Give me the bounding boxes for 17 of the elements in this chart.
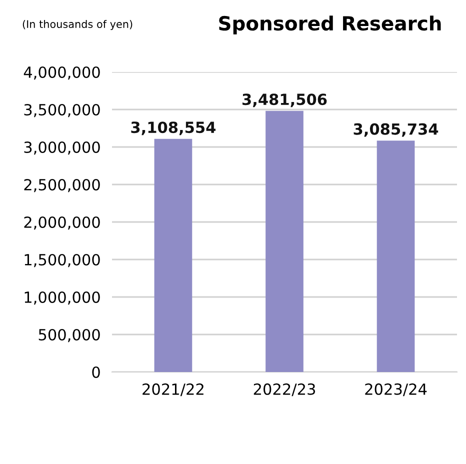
data-label: 3,481,506 bbox=[242, 94, 327, 108]
x-tick-label: 2021/22 bbox=[142, 383, 204, 396]
x-tick-label: 2022/23 bbox=[254, 383, 316, 396]
y-tick-label: 3,000,000 bbox=[24, 141, 100, 155]
y-tick-label: 1,000,000 bbox=[24, 291, 100, 305]
y-tick-label: 3,500,000 bbox=[24, 104, 100, 118]
y-tick-label: 0 bbox=[92, 366, 100, 378]
y-tick-label: 1,500,000 bbox=[24, 254, 100, 268]
text: (In thousands of yen) bbox=[22, 20, 132, 30]
data-label: 3,085,734 bbox=[354, 123, 438, 137]
data-label: 3,108,554 bbox=[131, 122, 216, 136]
x-tick-label: 2023/24 bbox=[365, 383, 427, 396]
y-tick-label: 4,000,000 bbox=[24, 66, 100, 80]
y-tick-label: 2,000,000 bbox=[24, 216, 100, 230]
y-tick-label: 500,000 bbox=[38, 328, 100, 342]
chart-title: Sponsored Research bbox=[219, 16, 441, 34]
y-tick-label: 2,500,000 bbox=[24, 178, 100, 192]
